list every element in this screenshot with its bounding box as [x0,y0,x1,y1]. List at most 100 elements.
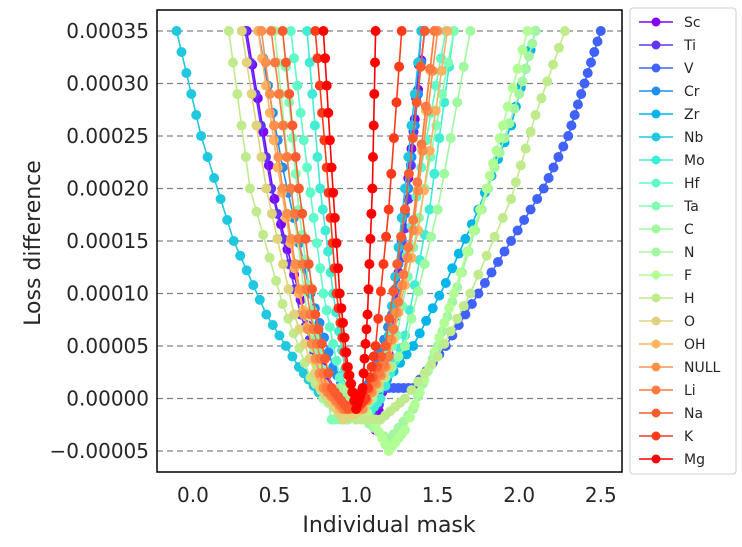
data-point [373,313,384,324]
legend-marker [651,132,661,142]
data-point [328,338,339,349]
data-point [290,259,301,270]
data-point [563,131,574,141]
legend-item: C [639,222,694,238]
data-point [286,233,297,244]
data-point [378,259,389,270]
data-point [439,317,450,328]
data-point [328,187,339,198]
data-point [281,152,292,162]
data-point [315,183,326,194]
data-point [440,278,451,288]
data-point [228,236,239,246]
data-point [538,183,549,194]
data-point [429,26,440,36]
legend-marker [651,63,661,73]
x-tick-label: 2.5 [585,483,617,507]
data-point [302,162,313,173]
data-point [366,208,377,219]
data-point [388,286,399,297]
data-point [266,26,277,36]
data-point [278,120,288,131]
data-point [409,399,420,410]
data-point [222,215,233,225]
x-axis-label: Individual mask [302,513,476,538]
data-point [370,341,381,351]
data-point [515,160,526,171]
data-point [393,242,404,253]
data-point [267,320,278,330]
data-point [363,284,374,295]
x-tick-label: 0.5 [259,483,291,507]
legend-item: Cr [639,84,700,100]
data-point [424,145,435,156]
legend-label: OH [684,337,706,353]
legend-item: H [639,291,695,307]
data-point [494,133,505,144]
data-point [241,265,252,276]
data-point [475,204,486,215]
data-point [329,212,340,223]
legend-label: Ti [683,38,696,54]
data-point [403,168,414,179]
legend-item: Zr [639,107,700,123]
data-point [272,233,283,244]
data-point [235,250,246,261]
data-point [406,313,417,324]
data-point [381,231,392,242]
legend-marker [651,385,661,395]
data-point [346,378,357,389]
data-point [396,231,407,242]
data-point [414,328,425,339]
data-point [294,324,305,335]
legend-item: NULL [639,360,721,376]
legend-marker [651,362,661,372]
legend-label: F [684,268,692,284]
data-point [525,204,536,215]
data-point [414,387,425,398]
data-point [318,288,329,299]
legend-label: Na [684,406,703,422]
data-point [297,208,308,219]
data-point [592,36,603,47]
data-point [302,26,313,36]
data-point [554,42,564,53]
data-point [251,120,262,131]
data-point [445,326,456,337]
y-tick-label: −0.00005 [50,439,149,463]
data-point [497,212,508,223]
series-f [342,26,533,456]
data-point [393,296,404,307]
data-point [324,135,335,146]
data-point [427,303,438,314]
data-point [458,301,469,312]
data-point [292,80,303,91]
data-point [310,309,321,320]
legend-item: Ti [639,38,696,54]
data-point [317,204,328,215]
data-point [362,309,373,320]
y-tick-label: 0.00030 [66,72,149,96]
legend-label: Mo [684,153,705,169]
data-point [388,324,399,335]
data-point [384,313,395,324]
legend-marker [651,270,661,280]
data-point [473,269,484,280]
data-point [308,212,319,223]
data-point [402,252,413,263]
data-point [465,288,476,299]
data-point [261,183,272,194]
legend-label: Li [684,383,696,399]
legend-label: Cr [684,84,700,100]
y-axis-label: Loss difference [21,160,46,326]
data-point [241,57,252,68]
y-tick-label: 0.00020 [66,177,149,201]
data-point [287,133,298,144]
data-point [299,338,310,349]
data-point [445,133,456,144]
data-point [411,97,422,108]
data-point [455,267,466,278]
data-point [369,89,380,99]
data-point [393,351,404,362]
legend-marker [651,40,661,50]
